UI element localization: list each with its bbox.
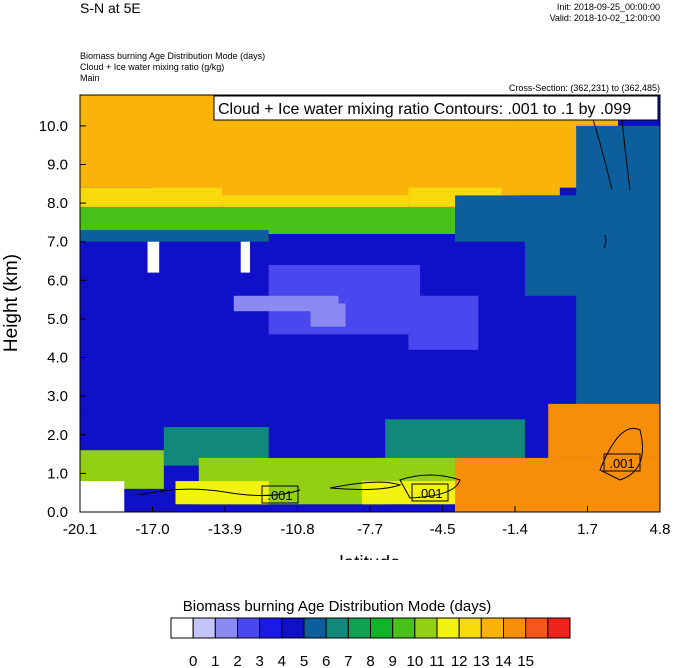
y-tick-label: 5.0	[47, 311, 68, 328]
colorbar-swatch	[325, 617, 349, 639]
contour-value-label: .001	[417, 486, 442, 501]
colorbar-label: 14	[495, 653, 512, 668]
field-region	[408, 295, 479, 350]
y-tick-label: 6.0	[47, 272, 68, 289]
y-tick-label: 9.0	[47, 157, 68, 174]
x-tick-label: -4.5	[430, 521, 456, 538]
colorbar-label: 15	[517, 653, 534, 668]
colorbar-label: 5	[300, 653, 308, 668]
y-tick-label: 10.0	[39, 118, 68, 135]
cloud-contours: .001 .001 .001	[139, 109, 643, 504]
field-region	[175, 481, 269, 505]
colorbar-swatch	[370, 617, 394, 639]
contour-line	[139, 481, 402, 497]
contour-value-box	[261, 485, 299, 504]
y-tick-label: 8.0	[47, 195, 68, 212]
colorbar-swatch	[547, 617, 571, 639]
field-region	[385, 419, 525, 458]
x-tick-label: -10.8	[280, 521, 314, 538]
colorbar-swatch	[214, 617, 238, 639]
y-tick-label: 2.0	[47, 427, 68, 444]
field-region	[548, 403, 660, 458]
field-label-shaded: Biomass burning Age Distribution Mode (d…	[80, 51, 266, 61]
field-region	[576, 125, 660, 420]
colorbar-label: 0	[189, 653, 197, 668]
valid-time: Valid: 2018-10-02_12:00:00	[549, 13, 660, 23]
colorbar-swatch	[503, 617, 527, 639]
colorbar-swatch	[392, 617, 416, 639]
colorbar-swatch	[192, 617, 216, 639]
contour-label-box	[213, 95, 659, 121]
field-region	[240, 241, 251, 273]
colorbar-swatch	[458, 617, 482, 639]
colorbar-swatch	[170, 617, 194, 639]
field-region	[496, 141, 560, 196]
colorbar-label: 13	[473, 653, 490, 668]
field-region	[80, 187, 223, 207]
colorbar-label: 10	[406, 653, 423, 668]
contour-value-label: .001	[267, 488, 292, 503]
x-tick-label: -1.4	[502, 521, 528, 538]
field-label-contour: Cloud + Ice water mixing ratio (g/kg)	[80, 62, 225, 72]
colorbar-swatch	[480, 617, 505, 639]
colorbar-label: 4	[278, 653, 286, 668]
colorbar: 0 1 2 3 4 5 6 7 8 9 10 11 12 13 14 15	[170, 617, 571, 668]
y-tick-label: 7.0	[47, 234, 68, 251]
x-tick-label: -7.7	[357, 521, 383, 538]
colorbar-label: 8	[366, 653, 374, 668]
colorbar-swatch	[281, 617, 305, 639]
shaded-field	[80, 95, 660, 512]
init-time: Init: 2018-09-25_00:00:00	[556, 2, 660, 12]
colorbar-label: 3	[255, 653, 263, 668]
colorbar-swatch	[436, 617, 460, 639]
colorbar-label: 1	[211, 653, 219, 668]
x-tick-label: -13.9	[208, 521, 242, 538]
y-tick-label: 4.0	[47, 350, 68, 367]
colorbar-label: 2	[233, 653, 241, 668]
y-tick-label: 1.0	[47, 465, 68, 482]
field-label-main: Main	[80, 73, 100, 83]
colorbar-swatch	[347, 617, 372, 639]
colorbar-swatch	[259, 617, 283, 639]
cross-section-label: Cross-Section: (362,231) to (362,485)	[508, 83, 660, 93]
contour-line	[603, 234, 607, 249]
x-axis: -20.1 -17.0 -13.9 -10.8 -7.7 -4.5 -1.4 1.7 4.8	[63, 506, 671, 538]
contour-value-box	[603, 453, 641, 472]
contour-line	[399, 474, 461, 499]
field-region	[80, 481, 125, 512]
colorbar-label: 6	[322, 653, 330, 668]
contour-line	[599, 428, 643, 481]
contour-value-box	[411, 483, 449, 502]
colorbar-swatch	[525, 617, 549, 639]
colorbar-swatch	[414, 617, 438, 639]
contour-value-label: .001	[609, 456, 634, 471]
y-axis-title: Height (km)	[1, 254, 22, 352]
field-region	[310, 303, 346, 327]
y-axis: 0.0 1.0 2.0 3.0 4.0 5.0 6.0 7.0 8.0 9.0 10.0	[39, 118, 86, 521]
colorbar-label: 7	[344, 653, 352, 668]
x-tick-label: 4.8	[650, 521, 671, 538]
colorbar-label: 9	[388, 653, 396, 668]
colorbar-swatch	[237, 617, 261, 639]
x-tick-label: -20.1	[63, 521, 97, 538]
colorbar-title: Biomass burning Age Distribution Mode (d…	[182, 598, 492, 615]
x-tick-label: 1.7	[577, 521, 598, 538]
y-tick-label: 0.0	[47, 504, 68, 521]
contour-label: Cloud + Ice water mixing ratio Contours:…	[218, 101, 631, 118]
x-axis-title: latitude	[339, 553, 400, 560]
colorbar-label: 11	[429, 653, 445, 668]
field-region	[147, 241, 160, 273]
cross-section-plot: .001 .001 .001 -20.1 -17.0 -13.9 -10.8 -7.7 -4.…	[1, 94, 671, 560]
colorbar-swatch	[303, 617, 327, 639]
field-region	[455, 457, 660, 512]
x-tick-label: -17.0	[135, 521, 169, 538]
colorbar-label: 12	[451, 653, 468, 668]
plot-title: S-N at 5E	[80, 0, 141, 16]
y-tick-label: 3.0	[47, 388, 68, 405]
